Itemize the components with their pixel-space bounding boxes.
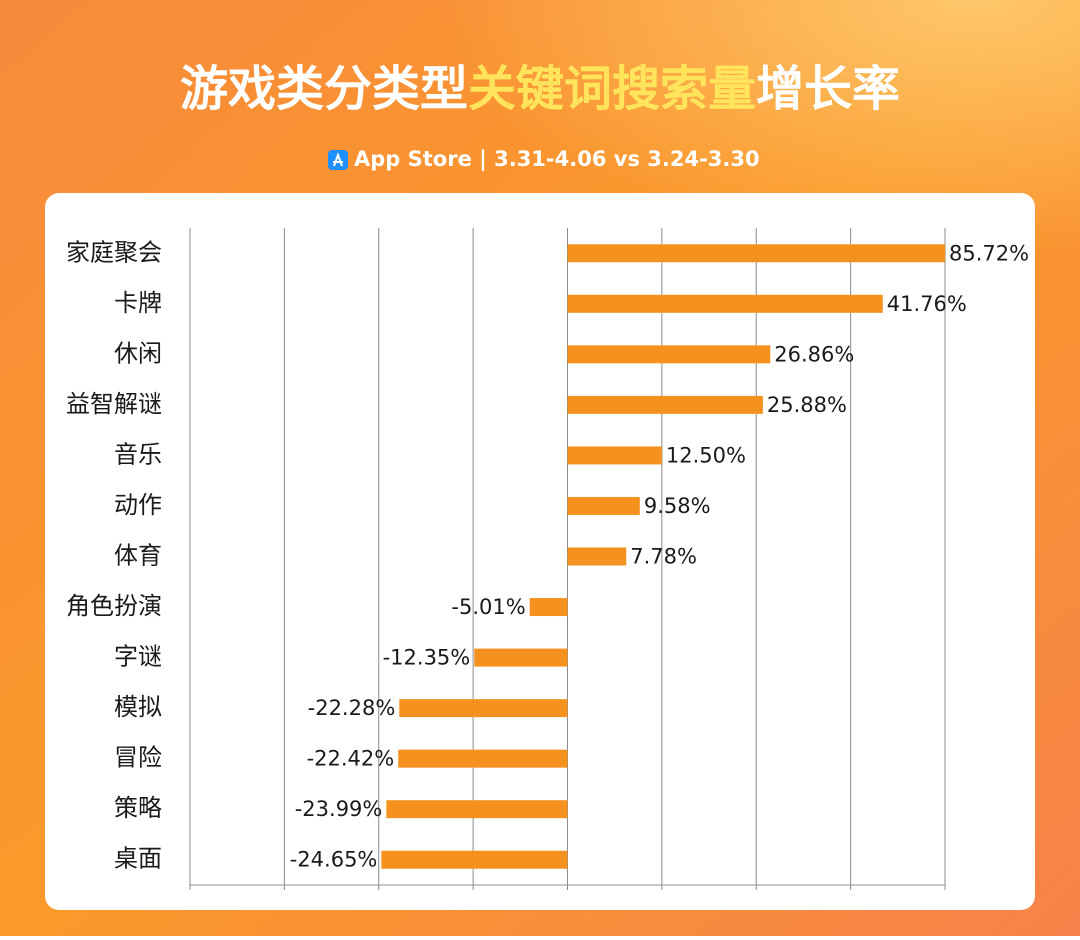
value-label: -22.28% [308,696,396,720]
category-label: 桌面 [114,845,162,873]
category-label: 休闲 [114,339,162,367]
value-label: -12.35% [383,646,471,670]
category-label: 策略 [114,794,162,822]
value-label: -23.99% [295,797,383,821]
value-label: 25.88% [767,393,847,417]
category-label: 音乐 [114,440,162,468]
title-part: 游戏类分类型 [180,61,468,117]
bar [381,851,567,869]
chart-title: 游戏类分类型关键词搜索量增长率 [180,61,900,117]
bar [398,750,567,768]
category-label: 卡牌 [114,289,162,317]
value-label: 12.50% [666,443,746,467]
bar [568,548,627,566]
bar [568,497,640,515]
category-label: 家庭聚会 [66,238,162,266]
category-label: 模拟 [114,693,162,721]
value-label: 41.76% [887,292,967,316]
category-label: 角色扮演 [66,592,162,620]
value-label: 9.58% [644,494,711,518]
category-label: 动作 [114,491,162,519]
category-label: 体育 [114,542,162,570]
category-label: 益智解谜 [66,390,162,418]
title-highlight: 关键词搜索量 [468,61,756,117]
value-label: -24.65% [290,848,378,872]
bar [568,295,883,313]
bar [474,649,567,667]
bar [530,598,568,616]
bar [399,699,567,717]
bar [568,396,763,414]
category-label: 冒险 [114,744,162,772]
bar [386,800,567,818]
value-label: -22.42% [307,747,395,771]
value-label: 85.72% [949,241,1029,265]
title-part: 增长率 [756,61,900,117]
subtitle: App Store | 3.31-4.06 vs 3.24-3.30 [354,147,760,172]
value-label: 7.78% [630,545,697,569]
value-label: -5.01% [451,595,525,619]
bar [568,345,771,363]
value-label: 26.86% [774,342,854,366]
bar [568,446,662,464]
category-label: 字谜 [114,643,162,671]
